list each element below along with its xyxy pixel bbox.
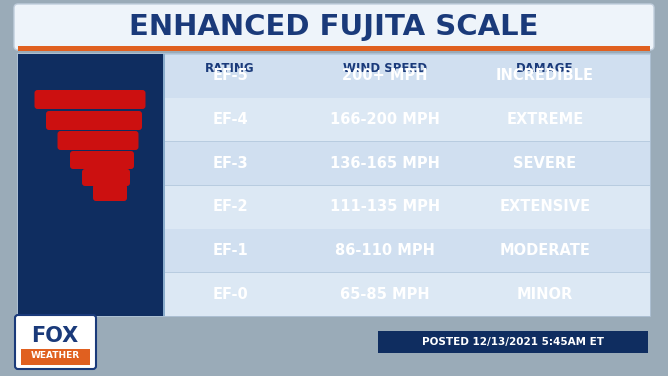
FancyBboxPatch shape — [93, 184, 127, 201]
Text: MINOR: MINOR — [517, 287, 573, 302]
Text: 200+ MPH: 200+ MPH — [342, 68, 428, 83]
Text: WEATHER: WEATHER — [31, 352, 79, 361]
FancyBboxPatch shape — [82, 169, 130, 186]
Text: EXTREME: EXTREME — [506, 112, 584, 127]
FancyBboxPatch shape — [15, 315, 96, 369]
Bar — [163, 272, 650, 316]
Bar — [18, 54, 163, 316]
Text: INCREDIBLE: INCREDIBLE — [496, 68, 594, 83]
Text: EF-2: EF-2 — [212, 199, 248, 214]
Text: EF-1: EF-1 — [212, 243, 248, 258]
Bar — [163, 54, 650, 55]
Text: SEVERE: SEVERE — [514, 156, 576, 171]
Text: EF-0: EF-0 — [212, 287, 248, 302]
FancyBboxPatch shape — [46, 111, 142, 130]
Bar — [163, 185, 650, 229]
Bar — [163, 141, 650, 142]
Text: 111-135 MPH: 111-135 MPH — [330, 199, 440, 214]
Bar — [163, 141, 650, 185]
Bar — [163, 54, 650, 98]
Text: WIND SPEED: WIND SPEED — [343, 62, 427, 74]
Text: 136-165 MPH: 136-165 MPH — [330, 156, 440, 171]
Text: 166-200 MPH: 166-200 MPH — [330, 112, 440, 127]
Bar — [163, 54, 164, 316]
Text: DAMAGE: DAMAGE — [516, 62, 574, 74]
Text: POSTED 12/13/2021 5:45AM ET: POSTED 12/13/2021 5:45AM ET — [422, 337, 604, 347]
Bar — [163, 98, 650, 141]
Text: MODERATE: MODERATE — [500, 243, 591, 258]
Text: EF-4: EF-4 — [212, 112, 248, 127]
FancyBboxPatch shape — [70, 151, 134, 169]
Text: RATING: RATING — [205, 62, 255, 74]
Bar — [21, 349, 90, 365]
Text: EXTENSIVE: EXTENSIVE — [500, 199, 591, 214]
FancyBboxPatch shape — [35, 90, 146, 109]
Bar — [163, 272, 650, 273]
Bar — [18, 54, 650, 316]
FancyBboxPatch shape — [14, 4, 654, 50]
Text: FOX: FOX — [31, 326, 79, 346]
Bar — [18, 46, 650, 51]
Bar — [163, 229, 650, 272]
Text: EF-5: EF-5 — [212, 68, 248, 83]
Text: 86-110 MPH: 86-110 MPH — [335, 243, 435, 258]
Text: ENHANCED FUJITA SCALE: ENHANCED FUJITA SCALE — [129, 13, 539, 41]
Text: EF-3: EF-3 — [212, 156, 248, 171]
FancyBboxPatch shape — [378, 331, 648, 353]
FancyBboxPatch shape — [57, 131, 138, 150]
Text: 65-85 MPH: 65-85 MPH — [340, 287, 430, 302]
